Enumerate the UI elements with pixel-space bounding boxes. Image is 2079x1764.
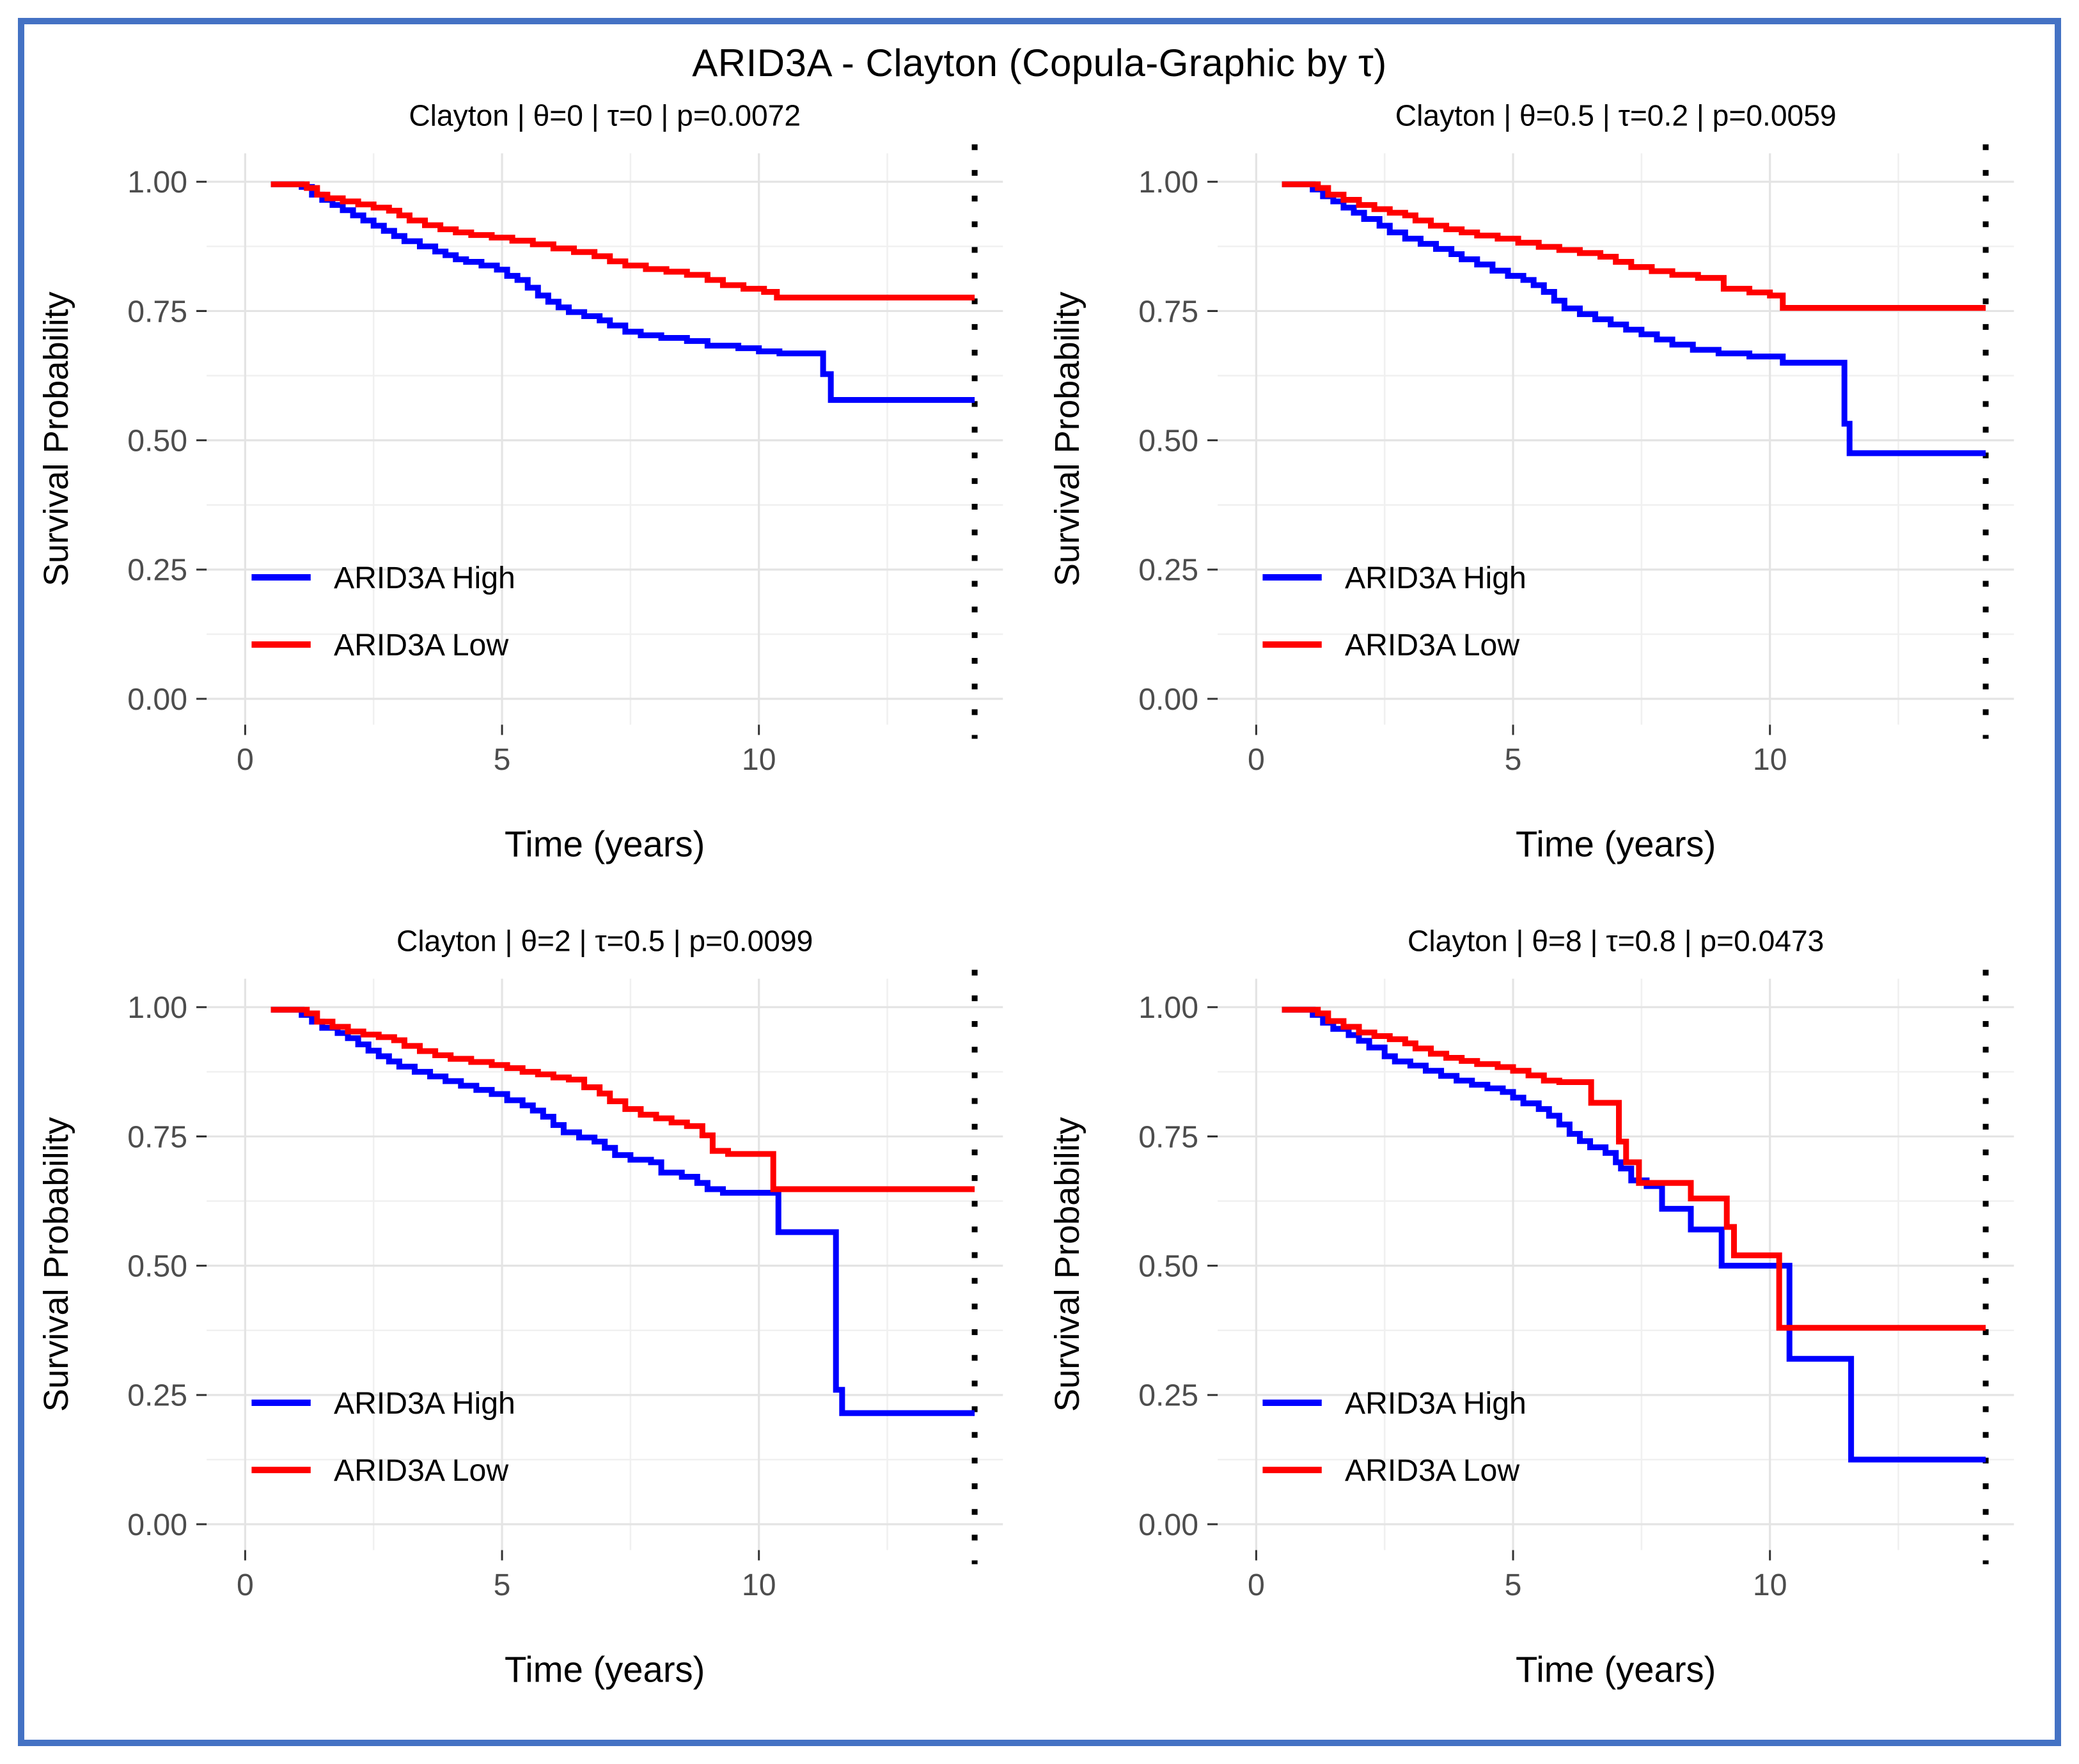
x-axis-title: Time (years)	[505, 823, 705, 864]
y-tick-label: 0.00	[127, 1508, 187, 1542]
y-tick-label: 0.00	[1138, 682, 1198, 717]
curve-arid3a-low	[271, 1006, 975, 1192]
y-tick-label: 0.50	[127, 1249, 187, 1284]
figure-border: ARID3A - Clayton (Copula-Graphic by τ) 0…	[18, 18, 2061, 1746]
x-tick-label: 0	[237, 742, 254, 777]
curve-arid3a-high	[271, 181, 975, 403]
x-axis-title: Time (years)	[1516, 1649, 1716, 1689]
y-tick-label: 0.75	[127, 1120, 187, 1154]
y-tick-label: 1.00	[127, 165, 187, 199]
y-tick-label: 1.00	[1138, 165, 1198, 199]
survival-plot-theta-0.5: 0 5 10 0.00 0.25 0.50 0.75 1.00 Clayton | θ=0.5 …	[1048, 99, 2014, 864]
x-axis-title: Time (years)	[1516, 823, 1716, 864]
y-tick-label: 0.00	[127, 682, 187, 717]
x-tick-label: 5	[1504, 742, 1521, 777]
legend-label-high: ARID3A High	[1344, 561, 1526, 595]
survival-plot-theta-0: 0 5 10 0.00 0.25 0.50 0.75 1.00 Clayton | θ=0 | …	[37, 99, 1003, 864]
x-tick-label: 10	[742, 742, 776, 777]
y-axis-title: Survival Probability	[37, 292, 75, 586]
y-axis-title: Survival Probability	[1048, 1117, 1087, 1412]
y-tick-label: 0.25	[1138, 553, 1198, 588]
y-tick-label: 0.00	[1138, 1508, 1198, 1542]
curve-arid3a-high	[1282, 181, 1986, 457]
y-axis-title: Survival Probability	[1048, 292, 1087, 586]
x-tick-label: 0	[237, 1568, 254, 1602]
curve-arid3a-high	[271, 1006, 975, 1416]
x-tick-label: 5	[1504, 1568, 1521, 1602]
panel-subtitle: Clayton | θ=8 | τ=0.8 | p=0.0473	[1408, 925, 1824, 958]
x-tick-label: 0	[1247, 1568, 1264, 1602]
legend-label-low: ARID3A Low	[334, 628, 508, 662]
panel-theta-0: 0 5 10 0.00 0.25 0.50 0.75 1.00 Clayton | θ=0 | …	[33, 88, 1035, 909]
panel-theta-2: 0 5 10 0.00 0.25 0.50 0.75 1.00 Clayton | θ=2 | …	[33, 913, 1035, 1735]
panel-subtitle: Clayton | θ=2 | τ=0.5 | p=0.0099	[396, 925, 813, 958]
x-axis-title: Time (years)	[505, 1649, 705, 1689]
legend-label-low: ARID3A Low	[334, 1453, 508, 1488]
x-tick-label: 10	[1752, 1568, 1787, 1602]
panel-theta-0.5: 0 5 10 0.00 0.25 0.50 0.75 1.00 Clayton | θ=0.5 …	[1044, 88, 2046, 909]
y-tick-label: 0.25	[127, 553, 187, 588]
x-tick-label: 5	[494, 1568, 511, 1602]
panel-subtitle: Clayton | θ=0.5 | τ=0.2 | p=0.0059	[1395, 99, 1836, 132]
y-tick-label: 0.50	[1138, 424, 1198, 458]
y-tick-label: 0.50	[127, 424, 187, 458]
y-tick-label: 0.50	[1138, 1249, 1198, 1284]
legend-label-low: ARID3A Low	[1344, 628, 1519, 662]
legend-label-high: ARID3A High	[334, 1386, 515, 1421]
survival-plot-theta-2: 0 5 10 0.00 0.25 0.50 0.75 1.00 Clayton | θ=2 | …	[37, 925, 1003, 1689]
y-axis-title: Survival Probability	[37, 1117, 75, 1412]
x-tick-label: 0	[1247, 742, 1264, 777]
figure-title: ARID3A - Clayton (Copula-Graphic by τ)	[692, 42, 1387, 84]
legend-label-high: ARID3A High	[334, 561, 515, 595]
x-tick-label: 5	[494, 742, 511, 777]
curve-arid3a-high	[1282, 1006, 1986, 1463]
y-tick-label: 1.00	[127, 990, 187, 1025]
x-tick-label: 10	[742, 1568, 776, 1602]
survival-plot-theta-8: 0 5 10 0.00 0.25 0.50 0.75 1.00 Clayton | θ=8 | …	[1048, 925, 2014, 1689]
y-tick-label: 0.25	[127, 1378, 187, 1413]
y-tick-label: 0.25	[1138, 1378, 1198, 1413]
y-tick-label: 0.75	[1138, 1120, 1198, 1154]
panel-grid: 0 5 10 0.00 0.25 0.50 0.75 1.00 Clayton | θ=0 | …	[24, 88, 2055, 1740]
legend-label-low: ARID3A Low	[1344, 1453, 1519, 1488]
panel-subtitle: Clayton | θ=0 | τ=0 | p=0.0072	[409, 99, 801, 132]
y-tick-label: 0.75	[127, 294, 187, 329]
y-tick-label: 1.00	[1138, 990, 1198, 1025]
y-tick-label: 0.75	[1138, 294, 1198, 329]
curve-arid3a-low	[1282, 181, 1986, 311]
x-tick-label: 10	[1752, 742, 1787, 777]
curve-arid3a-low	[271, 181, 975, 301]
curve-arid3a-low	[1282, 1006, 1986, 1331]
panel-theta-8: 0 5 10 0.00 0.25 0.50 0.75 1.00 Clayton | θ=8 | …	[1044, 913, 2046, 1735]
legend-label-high: ARID3A High	[1344, 1386, 1526, 1421]
